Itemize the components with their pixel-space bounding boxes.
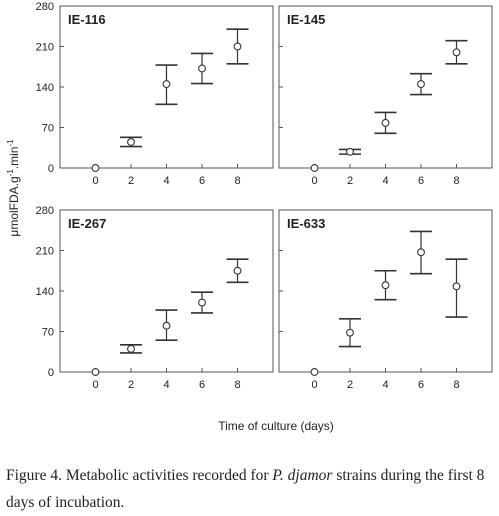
data-point — [381, 118, 390, 127]
data-marks: 0 2 4 6 8 — [279, 209, 468, 391]
x-tick-label: 4 — [382, 379, 388, 391]
y-tick-label: 70 — [42, 327, 54, 339]
data-point — [346, 147, 354, 156]
data-point — [162, 80, 171, 89]
data-point — [417, 248, 425, 257]
x-tick-label: 2 — [128, 379, 134, 391]
caption-prefix: Figure 4. Metabolic activities recorded … — [6, 467, 273, 484]
data-point — [162, 321, 171, 330]
y-tick-label: 70 — [42, 123, 54, 135]
panel-ie-267: IE-267 0 70 140 210 280 0 2 4 6 8 — [36, 205, 274, 391]
data-point — [346, 328, 354, 337]
x-tick-label: 6 — [199, 175, 205, 187]
caption-species: P. djamor — [272, 467, 333, 484]
plot-frame — [278, 5, 493, 169]
x-tick-label: 0 — [92, 175, 98, 187]
x-axis-label: Time of culture (days) — [218, 419, 334, 433]
data-marks: 0 70 140 210 280 0 2 4 6 8 — [36, 205, 249, 391]
y-axis-label-sup: -1 — [6, 139, 15, 147]
panel-label: IE-116 — [68, 12, 106, 27]
x-tick-label: 4 — [163, 175, 169, 187]
data-point — [233, 266, 242, 275]
y-tick-label: 140 — [36, 286, 54, 298]
x-tick-label: 2 — [347, 379, 353, 391]
y-axis-label-main: μmolFDA.g — [7, 176, 21, 236]
x-tick-label: 8 — [453, 175, 459, 187]
figure-caption: Figure 4. Metabolic activities recorded … — [6, 462, 496, 516]
panel-ie-145: IE-145 0 2 4 6 8 — [278, 5, 493, 187]
y-tick-label: 0 — [48, 163, 54, 175]
data-marks: 0 70 140 210 280 0 2 4 6 8 — [36, 1, 249, 187]
data-point — [91, 368, 100, 376]
data-point — [310, 368, 319, 376]
x-tick-label: 8 — [453, 379, 459, 391]
caption-suffix: strains during the first 8 days of incub… — [6, 467, 485, 511]
x-tick-label: 6 — [418, 379, 424, 391]
data-point — [127, 138, 135, 146]
y-tick-label: 210 — [36, 246, 54, 258]
y-tick-label: 280 — [36, 205, 54, 217]
y-tick-label: 0 — [48, 367, 54, 379]
y-axis-label: μmolFDA.g-1.min-1 — [6, 139, 21, 237]
x-tick-label: 0 — [92, 379, 98, 391]
x-tick-label: 2 — [347, 175, 353, 187]
data-marks: 0 2 4 6 8 — [279, 5, 468, 187]
x-tick-label: 0 — [311, 379, 317, 391]
data-point — [91, 164, 100, 172]
data-point — [381, 281, 390, 290]
x-tick-label: 6 — [418, 175, 424, 187]
x-tick-label: 4 — [382, 175, 388, 187]
panel-label: IE-145 — [287, 12, 325, 27]
data-point — [310, 164, 319, 172]
x-tick-label: 6 — [199, 379, 205, 391]
y-axis-label-mid: .min — [7, 147, 21, 170]
x-tick-label: 0 — [311, 175, 317, 187]
x-tick-label: 8 — [234, 379, 240, 391]
x-tick-label: 8 — [234, 175, 240, 187]
x-tick-label: 2 — [128, 175, 134, 187]
panel-ie-633: IE-633 0 2 4 6 8 — [278, 209, 493, 391]
panel-label: IE-633 — [287, 216, 325, 231]
data-point — [127, 344, 135, 353]
y-tick-label: 210 — [36, 42, 54, 54]
plot-frame — [59, 209, 274, 373]
panel-label: IE-267 — [68, 216, 106, 231]
data-point — [233, 42, 242, 51]
y-tick-label: 140 — [36, 82, 54, 94]
panel-ie-116: IE-116 0 70 140 210 280 0 2 4 6 8 — [36, 1, 274, 187]
data-point — [198, 298, 206, 307]
x-tick-label: 4 — [163, 379, 169, 391]
data-point — [198, 64, 206, 73]
data-point — [452, 48, 461, 57]
data-point — [417, 80, 425, 89]
data-point — [452, 282, 461, 291]
y-tick-label: 280 — [36, 1, 54, 13]
y-axis-label-sup: -1 — [6, 169, 15, 177]
